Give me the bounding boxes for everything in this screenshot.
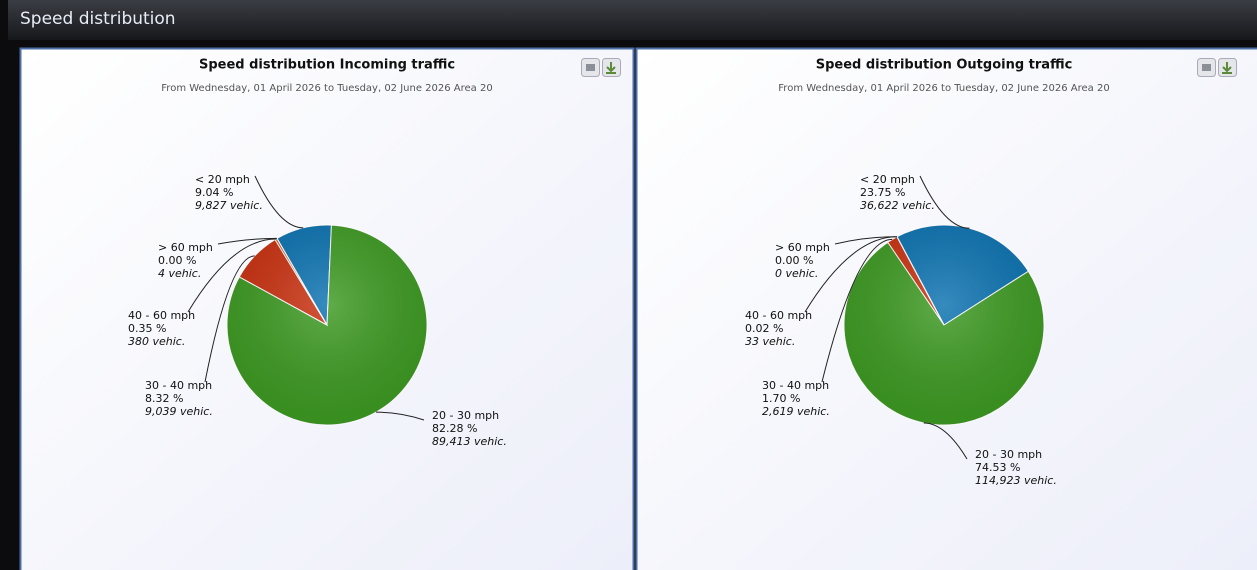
slice-percent: 0.02 % — [745, 322, 783, 335]
print-button[interactable] — [1197, 58, 1216, 77]
slice-label: 40 - 60 mph — [745, 309, 812, 322]
slice-percent: 23.75 % — [860, 186, 905, 199]
slice-count: 380 vehic. — [128, 335, 185, 348]
slice-percent: 0.00 % — [775, 254, 813, 267]
download-button[interactable] — [1218, 58, 1237, 77]
slice-percent: 82.28 % — [432, 422, 477, 435]
slice-percent: 8.32 % — [145, 392, 183, 405]
print-button[interactable] — [581, 58, 600, 77]
slice-percent: 0.35 % — [128, 322, 166, 335]
chart-title: Speed distribution Outgoing traffic — [816, 58, 1073, 73]
download-button[interactable] — [602, 58, 621, 77]
slice-count: 9,039 vehic. — [145, 405, 213, 418]
slice-count: 2,619 vehic. — [762, 405, 830, 418]
slice-percent: 74.53 % — [975, 461, 1020, 474]
slice-percent: 0.00 % — [158, 254, 196, 267]
slice-count: 33 vehic. — [745, 335, 795, 348]
slice-label: 30 - 40 mph — [762, 379, 829, 392]
slice-label: 20 - 30 mph — [975, 448, 1042, 461]
slice-count: 9,827 vehic. — [195, 199, 263, 212]
slice-label: > 60 mph — [158, 241, 213, 254]
chart-subtitle: From Wednesday, 01 April 2026 to Tuesday… — [778, 83, 1109, 94]
slice-label: < 20 mph — [860, 173, 915, 186]
header-bar — [8, 0, 1257, 40]
slice-count: 0 vehic. — [775, 267, 818, 280]
slice-count: 4 vehic. — [158, 267, 201, 280]
slice-label: > 60 mph — [775, 241, 830, 254]
slice-count: 89,413 vehic. — [432, 435, 507, 448]
header-title: Speed distribution — [20, 9, 176, 29]
slice-percent: 9.04 % — [195, 186, 233, 199]
slice-percent: 1.70 % — [762, 392, 800, 405]
slice-label: < 20 mph — [195, 173, 250, 186]
slice-label: 30 - 40 mph — [145, 379, 212, 392]
chart-subtitle: From Wednesday, 01 April 2026 to Tuesday… — [161, 83, 492, 94]
slice-count: 114,923 vehic. — [975, 474, 1057, 487]
slice-label: 40 - 60 mph — [128, 309, 195, 322]
slice-label: 20 - 30 mph — [432, 409, 499, 422]
slice-count: 36,622 vehic. — [860, 199, 935, 212]
chart-title: Speed distribution Incoming traffic — [199, 58, 455, 73]
